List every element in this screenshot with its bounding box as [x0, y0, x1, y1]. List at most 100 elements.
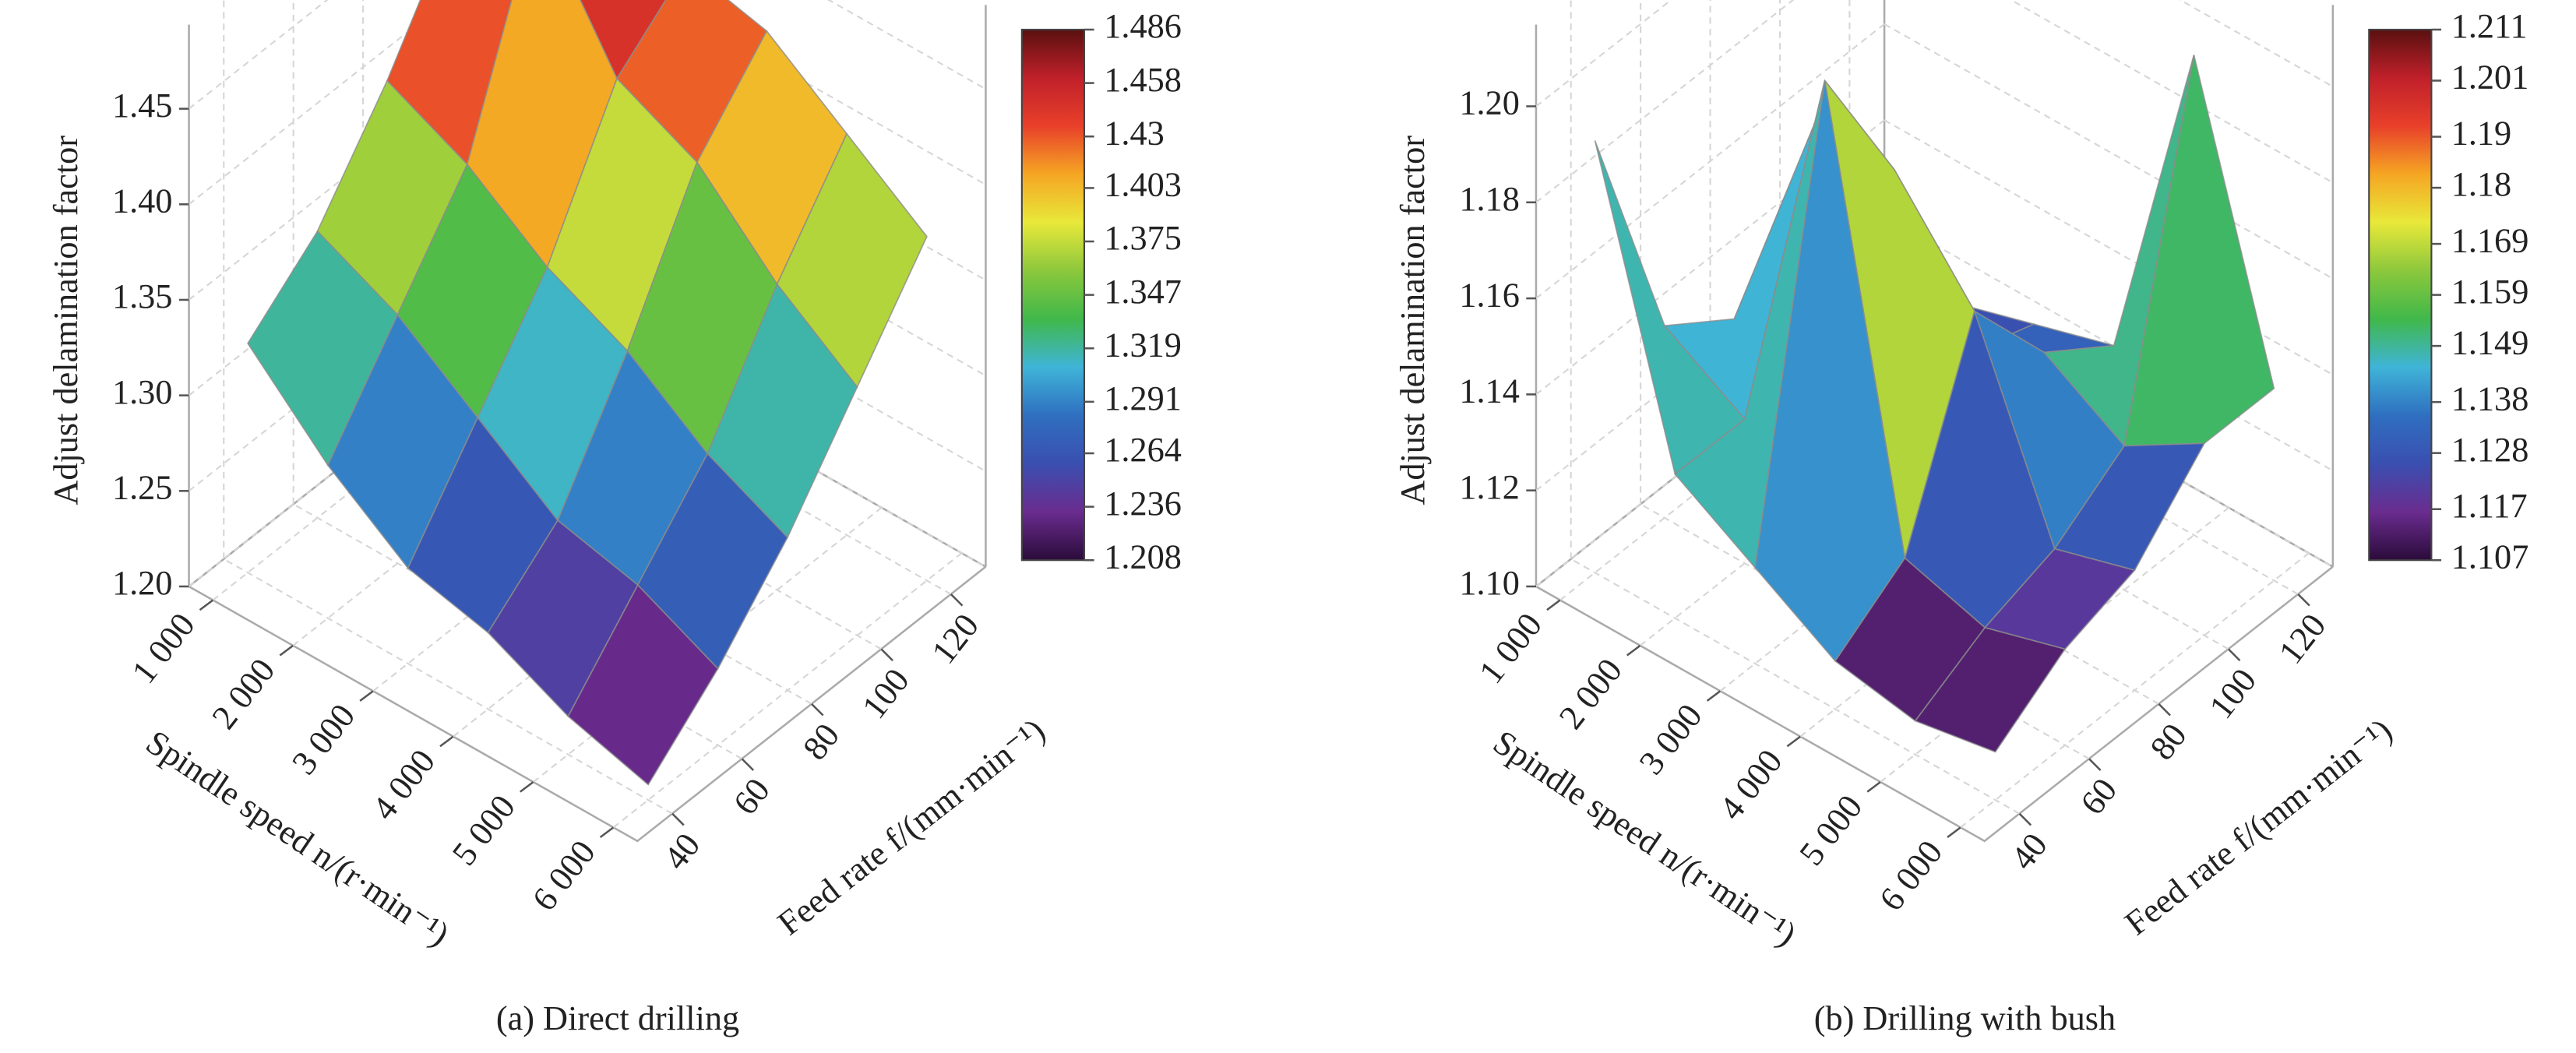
tick-mark [2018, 812, 2032, 826]
z-tick-label: 1.25 [112, 468, 173, 506]
y-tick-label: 100 [855, 661, 917, 726]
tick-mark [2088, 758, 2102, 771]
tick-mark [950, 593, 964, 607]
colorbar-tick-label: 1.347 [1104, 273, 1182, 311]
z-tick-label: 1.12 [1459, 468, 1520, 506]
surface-patch [567, 583, 719, 786]
colorbar-tick-label: 1.403 [1104, 166, 1182, 204]
caption: (a) Direct drilling [496, 999, 739, 1037]
colorbar-tick-label: 1.291 [1104, 379, 1182, 417]
x-tick-label: 6 000 [1872, 833, 1950, 918]
colorbar-tick-label: 1.149 [2451, 323, 2529, 361]
grid-line [1535, 0, 1672, 107]
tick-mark [1866, 780, 1881, 793]
tick-mark [1626, 644, 1641, 657]
colorbar-tick-label: 1.107 [2451, 537, 2529, 576]
z-tick-label: 1.30 [112, 373, 173, 411]
tick-mark [2297, 593, 2310, 607]
surface-patch [1914, 626, 2067, 753]
tick-mark [199, 599, 214, 611]
colorbar-tick-label: 1.319 [1104, 326, 1182, 364]
colorbar-tick-label: 1.43 [1104, 114, 1164, 152]
tick-mark [741, 758, 755, 771]
grid-line [1884, 23, 2334, 280]
x-tick-label: 3 000 [284, 697, 362, 782]
surface-patch [1594, 140, 1746, 476]
z-axis-label: Adjust delamination factor [1394, 136, 1432, 505]
colorbar-tick-label: 1.208 [1104, 537, 1182, 576]
tick-mark [880, 648, 893, 661]
colorbar-tick-label: 1.138 [2451, 379, 2529, 417]
grid-line [188, 0, 329, 110]
colorbar-tick-label: 1.19 [2451, 114, 2512, 153]
grid-line [1570, 558, 2020, 815]
colorbar-tick-label: 1.201 [2451, 58, 2529, 97]
y-tick-label: 80 [2143, 717, 2194, 767]
tick-mark [2158, 703, 2171, 717]
colorbar-tick-label: 1.169 [2451, 221, 2529, 259]
colorbar-tick-label: 1.159 [2451, 273, 2529, 311]
colorbar-tick-label: 1.236 [1104, 484, 1182, 523]
x-tick-label: 4 000 [365, 742, 442, 827]
tick-mark [1546, 599, 1561, 611]
z-tick-label: 1.35 [112, 277, 173, 315]
x-tick-label: 4 000 [1712, 742, 1790, 827]
z-tick-label: 1.20 [112, 564, 173, 602]
colorbar-tick-label: 1.128 [2451, 431, 2529, 469]
colorbar [2368, 28, 2433, 562]
x-tick-label: 6 000 [525, 833, 603, 918]
tick-mark [810, 703, 824, 717]
tick-mark [2227, 648, 2241, 661]
tick-mark [599, 826, 615, 839]
colorbar-tick-label: 1.486 [1104, 7, 1182, 45]
colorbar [1020, 28, 1086, 562]
y-tick-label: 120 [2271, 607, 2334, 671]
z-tick-label: 1.20 [1459, 84, 1520, 122]
tick-mark [520, 780, 534, 793]
z-tick-label: 1.18 [1459, 180, 1520, 218]
tick-mark [1947, 826, 1961, 839]
colorbar-tick-label: 1.211 [2451, 7, 2528, 45]
z-tick-label: 1.10 [1459, 564, 1520, 602]
z-tick-label: 1.40 [112, 181, 173, 220]
y-tick-label: 40 [2003, 826, 2055, 877]
tick-mark [1786, 735, 1802, 748]
x-tick-label: 5 000 [445, 788, 523, 873]
tick-mark [359, 690, 374, 702]
colorbar-tick-label: 1.375 [1104, 219, 1182, 257]
y-tick-label: 60 [726, 771, 777, 822]
y-tick-label: 60 [2073, 771, 2124, 822]
colorbar-tick-label: 1.18 [2451, 165, 2512, 203]
tick-mark [1706, 690, 1721, 702]
tick-mark [279, 644, 294, 657]
z-tick-label: 1.45 [112, 86, 173, 125]
tick-mark [671, 812, 685, 826]
y-tick-label: 120 [925, 607, 987, 671]
x-tick-label: 1 000 [125, 606, 203, 691]
grid-line [1884, 215, 2334, 472]
x-tick-label: 2 000 [1552, 651, 1630, 736]
y-tick-label: 100 [2202, 661, 2264, 726]
x-tick-label: 5 000 [1792, 788, 1869, 873]
x-tick-label: 3 000 [1632, 697, 1710, 782]
z-tick-label: 1.14 [1459, 372, 1520, 410]
grid-line [826, 0, 986, 90]
y-tick-label: 40 [657, 826, 708, 877]
caption: (b) Drilling with bush [1814, 999, 2116, 1037]
z-tick-label: 1.16 [1459, 276, 1520, 314]
y-tick-label: 80 [795, 717, 847, 767]
grid-line [2009, 0, 2334, 184]
tick-mark [439, 735, 454, 748]
z-axis-label: Adjust delamination factor [47, 136, 85, 505]
colorbar-tick-label: 1.264 [1104, 431, 1182, 469]
x-tick-label: 1 000 [1471, 606, 1549, 691]
grid-line [2178, 0, 2334, 88]
colorbar-tick-label: 1.458 [1104, 61, 1182, 99]
colorbar-tick-label: 1.117 [2451, 487, 2528, 525]
grid-line [223, 558, 673, 815]
x-tick-label: 2 000 [205, 651, 283, 736]
